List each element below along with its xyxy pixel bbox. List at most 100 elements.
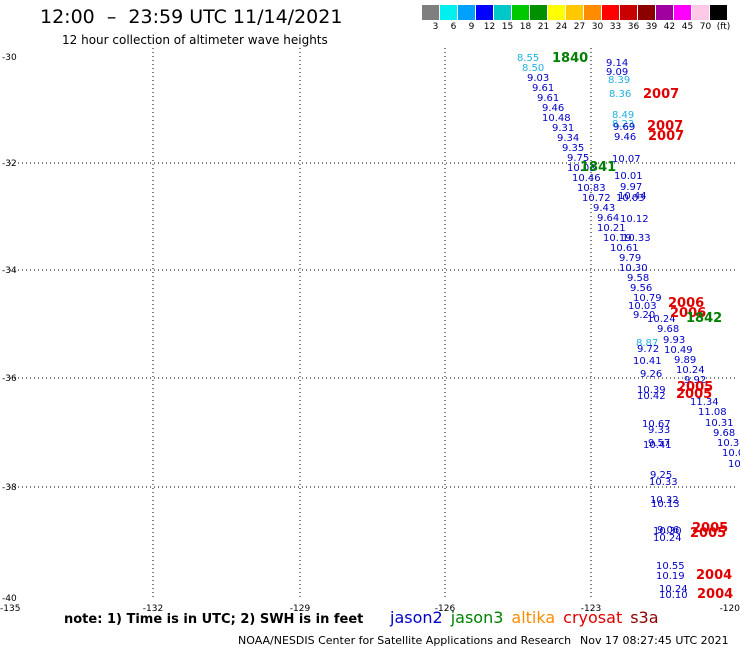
colorbar-swatch	[458, 5, 475, 20]
wave-height-label: 8.49	[612, 110, 634, 121]
wave-height-label: 9.56	[630, 283, 652, 294]
colorbar-tick-label: 9	[468, 22, 475, 32]
wave-height-label: 10.03	[616, 193, 645, 204]
wave-height-label: 9.68	[657, 324, 679, 335]
colorbar-swatch	[638, 5, 655, 20]
wave-height-label: 10.19	[656, 571, 685, 582]
wave-height-label: 10.21	[597, 223, 626, 234]
wave-height-label: 8.36	[609, 89, 631, 100]
wave-height-label: 10.33	[649, 477, 678, 488]
colorbar-swatch	[692, 5, 709, 20]
colorbar-swatch	[620, 5, 637, 20]
colorbar-swatch	[656, 5, 673, 20]
wave-height-label: 9.61	[537, 93, 559, 104]
colorbar-tick-label: 3	[432, 22, 439, 32]
wave-height-label: 9.31	[552, 123, 574, 134]
wave-height-label: 10.30	[717, 438, 740, 449]
pass-time-label: 2005	[676, 387, 712, 402]
wave-height-label: 10.24	[653, 533, 682, 544]
wave-height-label: 8.87	[636, 338, 658, 349]
colorbar-swatch	[710, 5, 727, 20]
colorbar-swatch	[674, 5, 691, 20]
pass-time-label: 2007	[643, 87, 679, 102]
wave-height-label: 10.07	[612, 154, 641, 165]
pass-time-label: 1840	[552, 51, 588, 66]
colorbar-tick-label: 24	[555, 22, 568, 32]
wave-height-label: 10.33	[622, 233, 651, 244]
legend-s3a: s3a	[630, 608, 659, 627]
wave-height-label: 11.08	[698, 407, 727, 418]
colorbar-swatch	[566, 5, 583, 20]
latitude-label: -40	[2, 594, 17, 604]
wave-height-label: 9.35	[562, 143, 584, 154]
colorbar-tick-label: 70	[699, 22, 712, 32]
wave-height-label: 9.25	[650, 470, 672, 481]
wave-height-label: 9.06	[657, 525, 679, 536]
wave-height-label: 10.03	[567, 163, 596, 174]
wave-height-label: 10.0	[722, 448, 740, 459]
wave-height-label: 10.44	[618, 191, 647, 202]
longitude-label: -123	[581, 604, 601, 614]
wave-height-label: 9.93	[663, 335, 685, 346]
wave-height-label: 8.23	[612, 119, 634, 130]
generated-timestamp: Nov 17 08:27:45 UTC 2021	[580, 634, 729, 647]
pass-time-label: 2005	[677, 380, 713, 395]
colorbar-tick-label: 6	[450, 22, 457, 32]
longitude-label: -129	[290, 604, 311, 614]
wave-height-label: 10.24	[676, 365, 705, 376]
wave-height-label: 9.79	[619, 253, 641, 264]
wave-height-label: 10.12	[620, 214, 649, 225]
colorbar-tick-label: 27	[573, 22, 586, 32]
colorbar-tick-label: 39	[645, 22, 658, 32]
legend-jason2: jason2	[390, 608, 443, 627]
wave-height-label: 9.57	[648, 438, 670, 449]
longitude-label: -132	[143, 604, 163, 614]
wave-height-label: 9.69	[613, 122, 635, 133]
pass-time-label: 2005	[692, 521, 728, 536]
wave-height-label: 10.42	[637, 391, 666, 402]
wave-height-label: 10.67	[642, 419, 671, 430]
wave-height-label: 10.31	[705, 418, 734, 429]
latitude-label: -36	[2, 374, 17, 384]
credit-line: NOAA/NESDIS Center for Satellite Applica…	[238, 634, 572, 647]
latitude-label: -30	[2, 53, 17, 63]
wave-height-label: 9.89	[674, 355, 696, 366]
wave-height-label: 9.64	[597, 213, 619, 224]
wave-height-label: 8.55	[517, 53, 539, 64]
colorbar-swatch	[422, 5, 439, 20]
wave-height-label: 9.34	[557, 133, 579, 144]
wave-height-label: 10.30	[653, 526, 682, 537]
wave-height-label: 9.43	[593, 203, 615, 214]
wave-height-label: 10.49	[664, 345, 693, 356]
wave-height-label: 10.19	[603, 233, 632, 244]
longitude-label: -126	[435, 604, 456, 614]
pass-time-label: 2004	[697, 587, 733, 602]
satellite-legend: jason2 jason3 altika cryosat s3a	[390, 608, 667, 627]
pass-time-label: 2004	[696, 568, 732, 583]
wave-height-label: 10.32	[650, 495, 679, 506]
latitude-label: -38	[2, 483, 17, 493]
map-subtitle: 12 hour collection of altimeter wave hei…	[62, 33, 328, 47]
pass-time-label: 1842	[686, 311, 722, 326]
colorbar-swatch	[602, 5, 619, 20]
wave-height-label: 8.39	[608, 75, 630, 86]
legend-altika: altika	[511, 608, 556, 627]
pass-time-label: 2006	[670, 306, 706, 321]
colorbar-swatch	[440, 5, 457, 20]
colorbar-tick-label: 15	[501, 22, 514, 32]
colorbar-tick-label: 45	[681, 22, 694, 32]
pass-time-label: 2007	[648, 129, 684, 144]
colorbar-swatch	[494, 5, 511, 20]
axis-labels: -30 -32 -34 -36 -38 -135 -132 -129 -126 -123 -120 -…	[0, 53, 740, 614]
map-title: 12:00 – 23:59 UTC 11/14/2021	[40, 6, 343, 28]
wave-height-label: 9.14	[606, 58, 628, 69]
wave-height-label: 10.13	[651, 499, 680, 510]
pass-time-label: 2006	[668, 296, 704, 311]
wave-height-label: 10.61	[610, 243, 639, 254]
colorbar-tick-label: 30	[591, 22, 604, 32]
colorbar-tick-label: 33	[609, 22, 622, 32]
colorbar-tick-label: 21	[537, 22, 550, 32]
wave-height-label: 9.09	[606, 67, 628, 78]
wave-height-label: 10.24	[659, 584, 688, 595]
